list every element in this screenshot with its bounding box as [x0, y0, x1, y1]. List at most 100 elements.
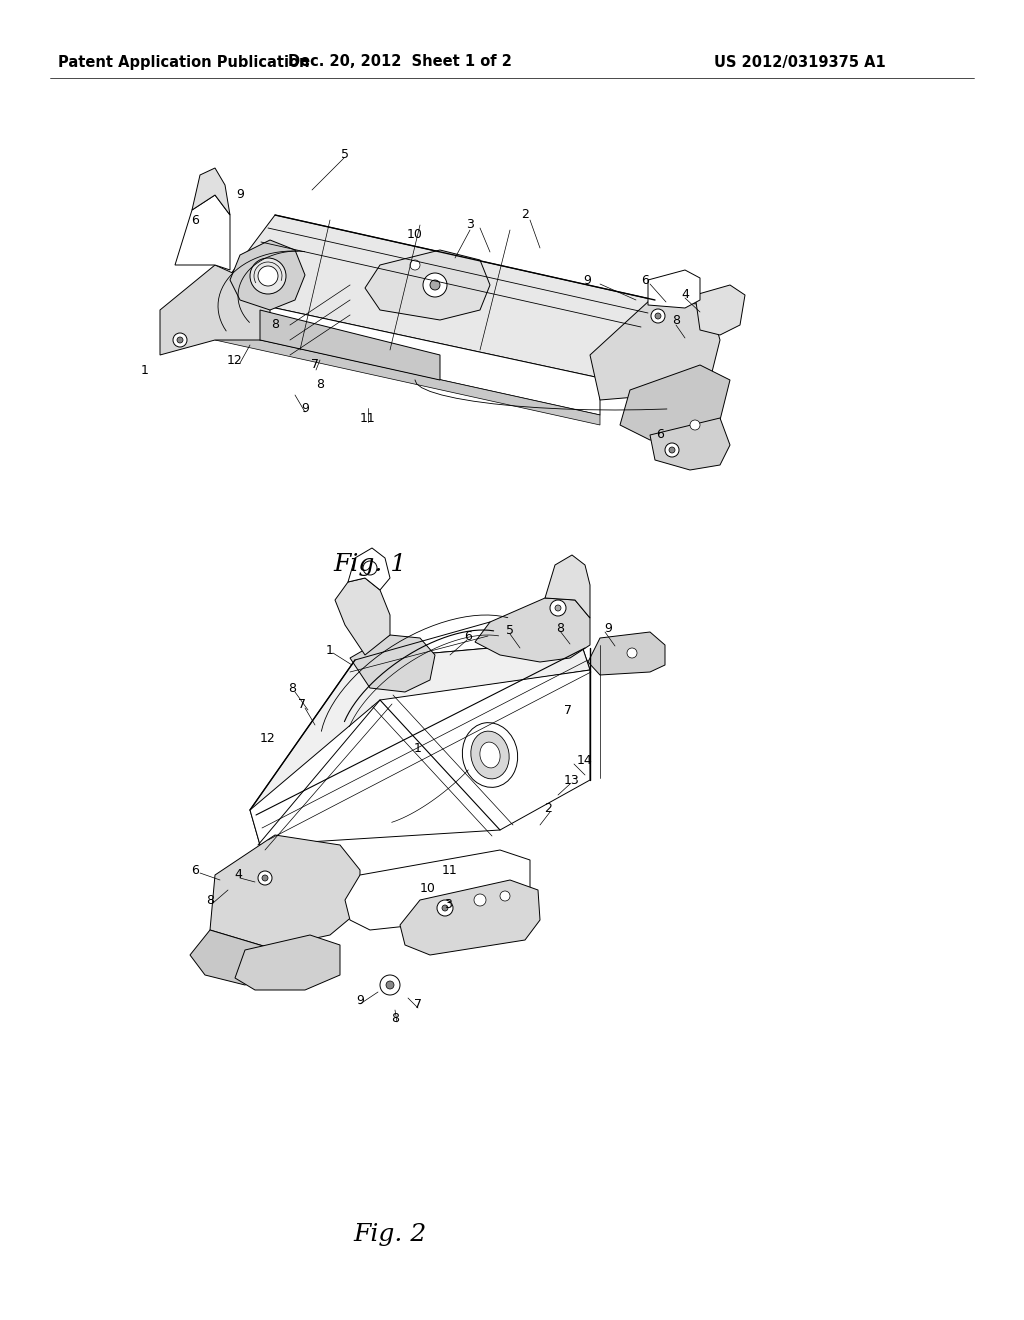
Polygon shape	[190, 931, 270, 985]
Circle shape	[250, 257, 286, 294]
Text: 1: 1	[414, 742, 422, 755]
Text: Fig. 1: Fig. 1	[334, 553, 407, 577]
Polygon shape	[648, 271, 700, 308]
Circle shape	[380, 975, 400, 995]
Text: 11: 11	[360, 412, 376, 425]
Circle shape	[258, 267, 278, 286]
Text: 8: 8	[316, 379, 324, 392]
Circle shape	[173, 333, 187, 347]
Text: 6: 6	[191, 863, 199, 876]
Polygon shape	[215, 330, 600, 425]
Text: 7: 7	[298, 698, 306, 711]
Polygon shape	[475, 598, 590, 663]
Polygon shape	[193, 168, 230, 215]
Circle shape	[627, 648, 637, 657]
Circle shape	[474, 894, 486, 906]
Polygon shape	[250, 640, 590, 845]
Text: 8: 8	[391, 1011, 399, 1024]
Text: 8: 8	[288, 681, 296, 694]
Text: Patent Application Publication: Patent Application Publication	[58, 54, 309, 70]
Text: 1: 1	[326, 644, 334, 656]
Polygon shape	[345, 850, 530, 931]
Circle shape	[410, 260, 420, 271]
Polygon shape	[590, 300, 720, 400]
Polygon shape	[588, 632, 665, 675]
Text: 4: 4	[681, 289, 689, 301]
Polygon shape	[210, 836, 360, 948]
Circle shape	[258, 871, 272, 884]
Circle shape	[669, 447, 675, 453]
Text: 4: 4	[234, 869, 242, 882]
Polygon shape	[400, 880, 540, 954]
Text: 3: 3	[466, 219, 474, 231]
Polygon shape	[350, 635, 435, 692]
Polygon shape	[545, 554, 590, 618]
Polygon shape	[335, 578, 390, 655]
Circle shape	[442, 906, 449, 911]
Polygon shape	[348, 548, 390, 590]
Text: 6: 6	[656, 429, 664, 441]
Text: 10: 10	[420, 882, 436, 895]
Text: 11: 11	[442, 863, 458, 876]
Polygon shape	[365, 249, 490, 319]
Ellipse shape	[471, 731, 509, 779]
Text: 3: 3	[444, 899, 452, 912]
Ellipse shape	[462, 722, 518, 787]
Polygon shape	[175, 195, 230, 271]
Circle shape	[655, 313, 662, 319]
Text: 8: 8	[271, 318, 279, 331]
Text: Fig. 2: Fig. 2	[353, 1224, 427, 1246]
Circle shape	[555, 605, 561, 611]
Circle shape	[262, 875, 268, 880]
Text: 12: 12	[227, 354, 243, 367]
Polygon shape	[215, 215, 655, 378]
Text: 5: 5	[506, 623, 514, 636]
Text: 6: 6	[191, 214, 199, 227]
Polygon shape	[250, 671, 590, 845]
Text: 13: 13	[564, 774, 580, 787]
Text: 5: 5	[341, 149, 349, 161]
Circle shape	[386, 981, 394, 989]
Polygon shape	[215, 294, 600, 414]
Text: 7: 7	[414, 998, 422, 1011]
Circle shape	[437, 900, 453, 916]
Polygon shape	[230, 240, 305, 310]
Text: 8: 8	[672, 314, 680, 326]
Text: 10: 10	[408, 228, 423, 242]
Circle shape	[550, 601, 566, 616]
Text: 7: 7	[311, 359, 319, 371]
Polygon shape	[160, 265, 270, 355]
Text: 9: 9	[237, 189, 244, 202]
Polygon shape	[260, 310, 440, 380]
Polygon shape	[620, 366, 730, 440]
Text: 14: 14	[578, 754, 593, 767]
Text: 9: 9	[604, 622, 612, 635]
Text: 7: 7	[564, 704, 572, 717]
Circle shape	[500, 891, 510, 902]
Text: 9: 9	[356, 994, 364, 1006]
Text: 6: 6	[464, 630, 472, 643]
Text: 2: 2	[521, 209, 529, 222]
Text: 1: 1	[141, 363, 148, 376]
Text: 9: 9	[301, 401, 309, 414]
Text: 9: 9	[583, 273, 591, 286]
Polygon shape	[335, 640, 590, 715]
Text: 2: 2	[544, 801, 552, 814]
Text: Dec. 20, 2012  Sheet 1 of 2: Dec. 20, 2012 Sheet 1 of 2	[288, 54, 512, 70]
Ellipse shape	[480, 742, 500, 768]
Polygon shape	[234, 935, 340, 990]
Text: 8: 8	[556, 622, 564, 635]
Circle shape	[690, 420, 700, 430]
Circle shape	[177, 337, 183, 343]
Polygon shape	[695, 285, 745, 335]
Circle shape	[651, 309, 665, 323]
Text: US 2012/0319375 A1: US 2012/0319375 A1	[714, 54, 886, 70]
Circle shape	[430, 280, 440, 290]
Text: 12: 12	[260, 731, 275, 744]
Text: 8: 8	[206, 894, 214, 907]
Circle shape	[665, 444, 679, 457]
Polygon shape	[650, 418, 730, 470]
Circle shape	[423, 273, 447, 297]
Text: 6: 6	[641, 273, 649, 286]
Circle shape	[362, 561, 377, 576]
